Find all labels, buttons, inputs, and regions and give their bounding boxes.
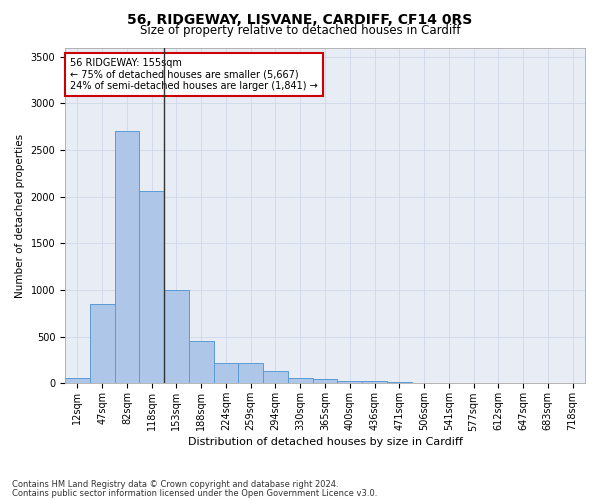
Text: Size of property relative to detached houses in Cardiff: Size of property relative to detached ho…: [140, 24, 460, 37]
Text: Contains public sector information licensed under the Open Government Licence v3: Contains public sector information licen…: [12, 488, 377, 498]
X-axis label: Distribution of detached houses by size in Cardiff: Distribution of detached houses by size …: [188, 438, 463, 448]
Bar: [189, 341, 214, 384]
Bar: [337, 380, 362, 384]
Bar: [362, 381, 387, 384]
Bar: [139, 191, 164, 384]
Y-axis label: Number of detached properties: Number of detached properties: [15, 134, 25, 298]
Text: 56, RIDGEWAY, LISVANE, CARDIFF, CF14 0RS: 56, RIDGEWAY, LISVANE, CARDIFF, CF14 0RS: [127, 12, 473, 26]
Text: 56 RIDGEWAY: 155sqm
← 75% of detached houses are smaller (5,667)
24% of semi-det: 56 RIDGEWAY: 155sqm ← 75% of detached ho…: [70, 58, 318, 91]
Bar: [65, 378, 90, 384]
Bar: [263, 372, 288, 384]
Bar: [238, 363, 263, 384]
Bar: [214, 363, 238, 384]
Bar: [115, 132, 139, 384]
Bar: [164, 290, 189, 384]
Bar: [90, 304, 115, 384]
Bar: [288, 378, 313, 384]
Bar: [387, 382, 412, 384]
Text: Contains HM Land Registry data © Crown copyright and database right 2024.: Contains HM Land Registry data © Crown c…: [12, 480, 338, 489]
Bar: [313, 379, 337, 384]
